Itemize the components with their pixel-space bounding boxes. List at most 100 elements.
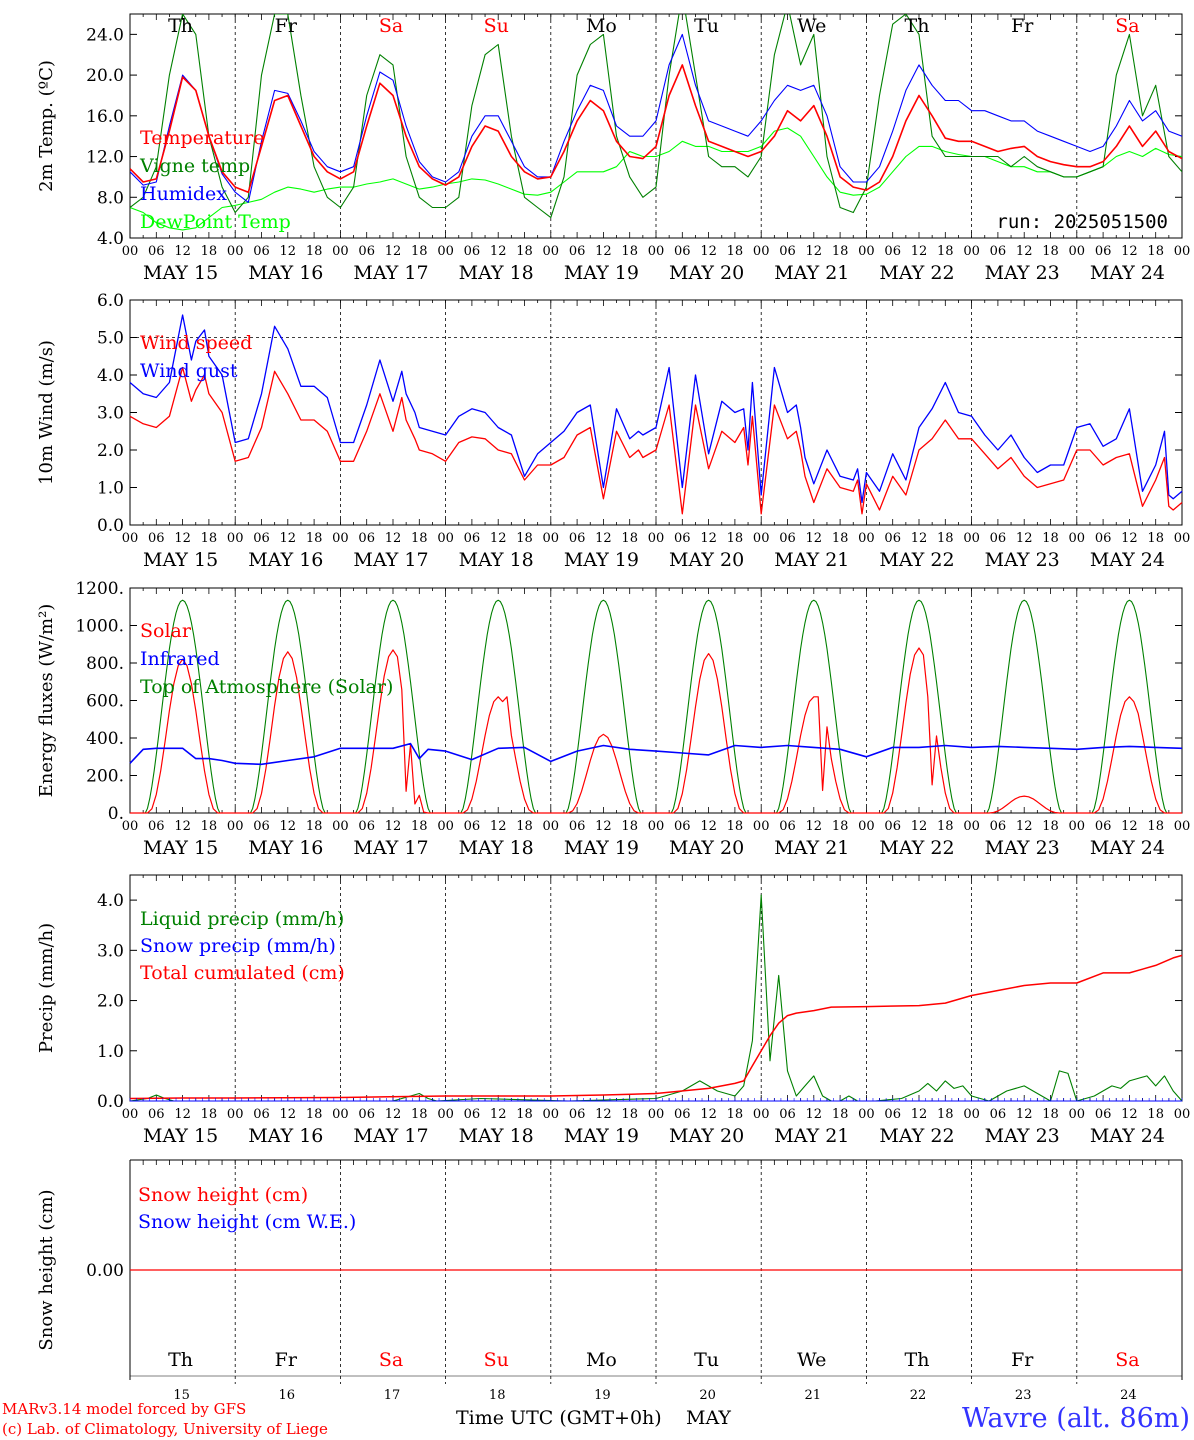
x-hour-label: 06 [253,531,270,546]
x-hour-label: 18 [201,1107,218,1122]
date-label: MAY 18 [459,837,534,859]
x-hour-label: 12 [1121,244,1138,259]
date-label: MAY 19 [564,549,639,571]
x-hour-label: 00 [543,819,560,834]
date-label: MAY 18 [459,549,534,571]
x-hour-label: 00 [543,531,560,546]
x-hour-label: 00 [648,244,665,259]
x-hour-label: 18 [411,244,428,259]
weekday-label: Su [484,15,509,37]
x-hour-label: 06 [990,244,1007,259]
y-tick-label: 16.0 [86,107,124,127]
legend-wind-gust: Wind gust [140,360,238,382]
y-tick-label: 3.0 [97,941,124,961]
x-hour-label: 12 [1016,244,1033,259]
x-hour-label: 06 [990,1107,1007,1122]
x-hour-label: 00 [963,819,980,834]
x-hour-label: 06 [674,819,691,834]
date-label: MAY 24 [1090,837,1165,859]
series-temperature [130,64,1182,193]
x-hour-label: 00 [122,531,139,546]
legend-humidex: Humidex [140,183,227,205]
footer: MARv3.14 model forced by GFS (c) Lab. of … [2,1400,1190,1438]
x-hour-label: 12 [911,819,928,834]
date-label: MAY 20 [669,1125,744,1147]
x-hour-label: 06 [674,244,691,259]
y-tick-label: 20.0 [86,66,124,86]
x-hour-label: 12 [700,1107,717,1122]
legend-snow-height-cm: Snow height (cm) [138,1184,308,1206]
legend-liquid-precip-mm-h: Liquid precip (mm/h) [140,908,344,930]
x-hour-label: 06 [990,531,1007,546]
x-hour-label: 00 [227,1107,244,1122]
run-label: run: 2025051500 [996,211,1168,233]
x-hour-label: 12 [385,819,402,834]
date-label: MAY 23 [985,837,1060,859]
x-hour-label: 18 [937,1107,954,1122]
day-number-label: 17 [384,1388,401,1403]
date-label: MAY 21 [774,262,849,284]
x-hour-label: 00 [332,819,349,834]
weekday-label: Mo [586,1349,617,1371]
x-hour-label: 12 [806,244,823,259]
weekday-label: Th [905,1349,930,1371]
day-number-label: 16 [279,1388,296,1403]
weekday-label: Th [168,1349,193,1371]
legend-solar: Solar [140,620,192,642]
x-hour-label: 12 [700,244,717,259]
x-hour-label: 12 [1016,1107,1033,1122]
x-hour-label: 12 [806,819,823,834]
x-hour-label: 06 [1095,1107,1112,1122]
weekday-label: We [797,1349,826,1371]
weekday-label: Sa [1115,15,1139,37]
date-label: MAY 16 [248,549,323,571]
legend-snow-height-cm-w-e: Snow height (cm W.E.) [138,1211,356,1233]
x-hour-label: 00 [1174,244,1191,259]
x-hour-label: 00 [122,244,139,259]
legend-vigne-temp: Vigne temp [139,155,250,177]
day-number-label: 15 [173,1388,190,1403]
x-hour-label: 06 [148,1107,165,1122]
weekday-label: Fr [275,15,298,37]
x-hour-label: 06 [674,1107,691,1122]
y-tick-label: 1.0 [97,1042,124,1062]
series-wind-speed [129,366,1183,515]
y-axis-label: Snow height (cm) [36,1189,57,1350]
x-hour-label: 00 [1174,531,1191,546]
x-hour-label: 12 [700,531,717,546]
legend-dewpoint-temp: DewPoint Temp [140,211,291,233]
y-axis-label: Energy fluxes (W/m²) [36,604,57,798]
y-tick-label: 400. [86,729,124,749]
x-hour-label: 12 [490,819,507,834]
weekday-label: Th [168,15,193,37]
x-hour-label: 00 [437,244,454,259]
weekday-label: Tu [694,15,719,37]
x-hour-label: 00 [227,531,244,546]
x-hour-label: 18 [937,244,954,259]
date-label: MAY 21 [774,549,849,571]
date-label: MAY 16 [248,1125,323,1147]
x-hour-label: 12 [1121,819,1138,834]
date-label: MAY 23 [985,549,1060,571]
day-number-label: 19 [594,1388,611,1403]
x-hour-label: 18 [621,1107,638,1122]
x-hour-label: 06 [1095,531,1112,546]
date-label: MAY 19 [564,837,639,859]
date-label: MAY 19 [564,1125,639,1147]
plot-frame [129,587,1183,814]
x-hour-label: 12 [806,1107,823,1122]
x-hour-label: 00 [227,244,244,259]
x-hour-label: 06 [569,819,586,834]
x-hour-label: 00 [543,1107,560,1122]
x-hour-label: 12 [280,244,297,259]
x-hour-label: 06 [990,819,1007,834]
x-hour-label: 18 [516,531,533,546]
date-label: MAY 17 [353,837,428,859]
x-hour-label: 00 [1174,819,1191,834]
x-hour-label: 18 [411,531,428,546]
weekday-label: We [797,15,826,37]
legend-total-cumulated-cm: Total cumulated (cm) [140,962,345,984]
location-label: Wavre (alt. 86m) [962,1403,1190,1434]
y-tick-label: 6.0 [97,291,124,311]
